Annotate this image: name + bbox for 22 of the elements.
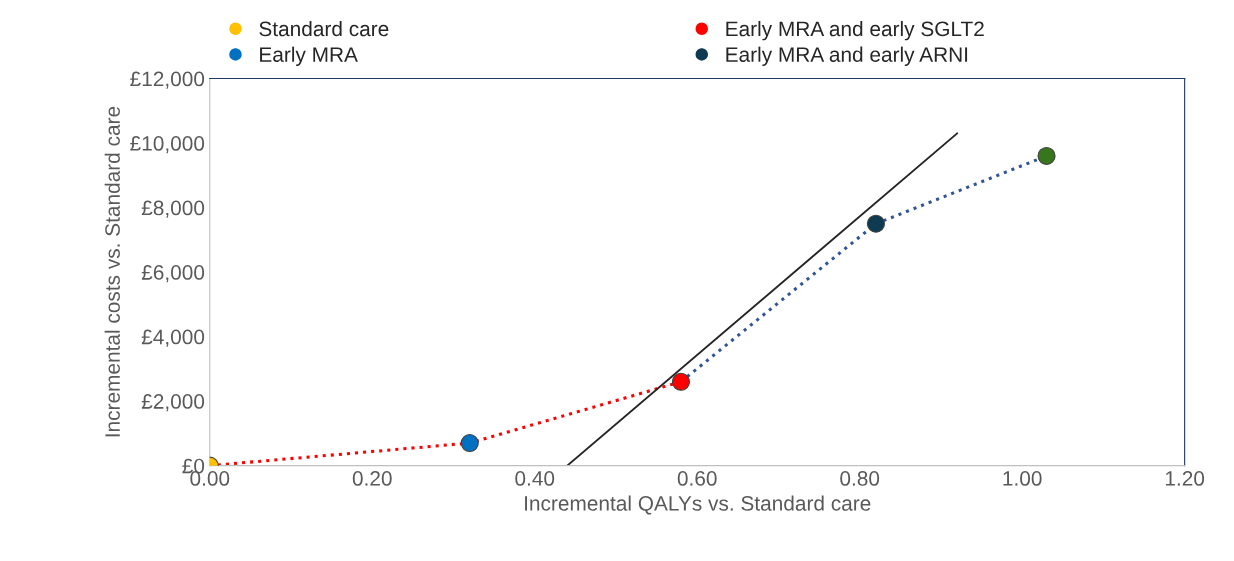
y-tick-label: £4,000 xyxy=(141,329,205,347)
x-tick-label: 1.00 xyxy=(1003,471,1042,486)
legend-label: Standard care xyxy=(259,20,389,37)
x-tick-label: 0.60 xyxy=(677,471,717,486)
y-axis-title: Incremental costs vs. Standard care xyxy=(104,106,120,437)
x-axis-title: Incremental QALYs vs. Standard care xyxy=(525,495,871,515)
y-tick-label: £10,000 xyxy=(130,136,205,154)
x-tick-label: 1.20 xyxy=(1165,471,1205,486)
x-tick-label: 0.80 xyxy=(840,471,880,486)
legend-label: Early MRA and early SGLT2 xyxy=(726,20,984,41)
x-tick-label: 0.40 xyxy=(515,471,555,486)
x-tick-label: 0.20 xyxy=(352,471,392,486)
legend-label: Early MRA xyxy=(260,46,358,67)
point xyxy=(460,433,479,453)
y-tick-label: £6,000 xyxy=(141,265,205,283)
point xyxy=(1037,146,1056,166)
point xyxy=(866,214,885,233)
point xyxy=(671,372,691,391)
y-tick-label: £2,000 xyxy=(141,394,205,412)
y-tick-label: £12,000 xyxy=(130,71,205,89)
legend-label: Early MRA and early ARNI xyxy=(726,46,968,67)
y-tick-label: £8,000 xyxy=(141,200,205,218)
